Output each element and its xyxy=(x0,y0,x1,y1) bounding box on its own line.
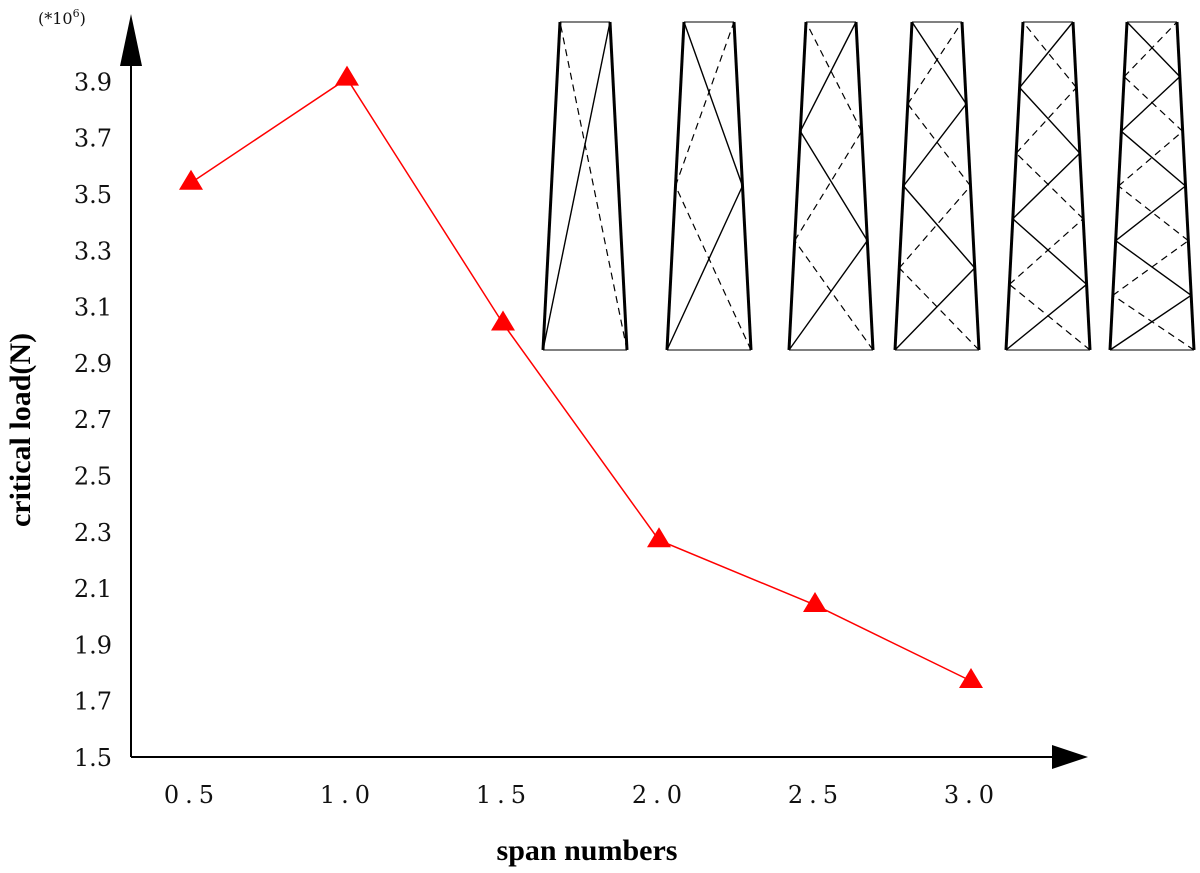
truss-brace xyxy=(1112,294,1195,351)
data-point-marker xyxy=(959,667,983,688)
truss-brace xyxy=(907,103,971,187)
truss-brace xyxy=(1022,21,1077,88)
y-axis-arrow xyxy=(120,14,142,66)
x-axis-title: span numbers xyxy=(497,834,678,867)
truss-brace xyxy=(674,185,752,351)
truss-brace xyxy=(1123,76,1184,132)
x-tick-label: 1.5 xyxy=(476,781,532,809)
truss-left-leg xyxy=(1004,21,1025,351)
truss-brace xyxy=(788,240,868,351)
truss-right-leg xyxy=(608,21,629,351)
truss-brace xyxy=(1015,152,1084,220)
truss-brace xyxy=(1112,240,1189,296)
inset-truss-diagrams xyxy=(541,21,1196,351)
data-point-marker xyxy=(491,310,515,331)
truss-brace xyxy=(805,21,863,132)
truss-left-leg xyxy=(787,21,808,351)
truss-brace xyxy=(1109,294,1192,351)
data-point-marker xyxy=(335,65,359,86)
truss-brace xyxy=(674,21,735,187)
x-tick-labels: 0.5 1.0 1.5 2.0 2.5 3.0 xyxy=(164,781,1000,809)
y-tick-label: 2.3 xyxy=(74,519,112,547)
truss-right-leg xyxy=(854,21,875,351)
y-tick-label: 3.7 xyxy=(74,125,112,153)
data-point-marker xyxy=(647,527,671,548)
x-tick-label: 0.5 xyxy=(164,781,220,809)
truss-brace xyxy=(666,185,744,351)
truss-brace xyxy=(1123,21,1178,78)
truss-brace xyxy=(1019,21,1074,89)
series-line xyxy=(190,77,972,682)
truss-brace xyxy=(794,240,874,351)
truss-brace xyxy=(898,267,980,351)
y-tick-labels: 1.5 1.7 1.9 2.1 2.3 2.5 2.7 2.9 3.1 3.3 3.5 3.7 3.9 xyxy=(74,68,112,772)
truss-diagram xyxy=(665,21,753,351)
truss-diagram xyxy=(787,21,875,351)
truss-diagram xyxy=(541,21,629,351)
truss-brace xyxy=(794,131,863,241)
truss-brace xyxy=(1120,76,1181,132)
truss-brace xyxy=(1012,152,1081,220)
y-tick-label: 3.5 xyxy=(74,181,112,209)
truss-brace xyxy=(902,103,967,187)
data-point-marker xyxy=(803,591,827,612)
truss-brace xyxy=(911,21,967,105)
y-tick-label: 1.5 xyxy=(74,744,112,772)
truss-brace xyxy=(683,21,744,187)
truss-left-leg xyxy=(541,21,562,351)
y-tick-label: 1.7 xyxy=(74,688,112,716)
axes xyxy=(120,14,1088,769)
truss-brace xyxy=(1009,283,1091,351)
truss-brace xyxy=(1005,283,1088,351)
x-tick-label: 2.0 xyxy=(632,781,688,809)
truss-brace xyxy=(898,185,971,269)
x-tick-label: 1.0 xyxy=(320,781,376,809)
truss-brace xyxy=(902,185,976,269)
x-tick-label: 2.5 xyxy=(788,781,844,809)
truss-brace xyxy=(1115,185,1186,242)
truss-brace xyxy=(1115,240,1192,296)
truss-brace xyxy=(894,267,976,351)
truss-brace xyxy=(542,21,611,351)
series-critical-load xyxy=(179,65,983,688)
data-point-marker xyxy=(179,169,203,190)
truss-brace xyxy=(1019,87,1081,154)
y-multiplier-exponent: 6 xyxy=(73,7,80,20)
truss-brace xyxy=(799,130,868,242)
y-tick-label: 2.1 xyxy=(74,575,112,603)
truss-diagram xyxy=(1108,21,1196,351)
truss-diagram xyxy=(893,21,981,351)
y-tick-label: 2.7 xyxy=(74,406,112,434)
truss-brace xyxy=(907,21,963,105)
y-tick-label: 2.5 xyxy=(74,463,112,491)
truss-brace xyxy=(1009,218,1084,285)
truss-brace xyxy=(559,21,628,351)
truss-diagram xyxy=(1004,21,1092,351)
y-axis-title: critical load(N) xyxy=(4,333,37,527)
y-tick-label: 3.1 xyxy=(74,294,112,322)
truss-brace xyxy=(799,21,857,132)
truss-brace xyxy=(1015,87,1077,154)
truss-right-leg xyxy=(1071,21,1092,351)
truss-brace xyxy=(1012,218,1088,285)
truss-brace xyxy=(1120,130,1186,187)
y-tick-label: 1.9 xyxy=(74,631,112,659)
y-multiplier-note: (*106) xyxy=(38,7,86,28)
truss-brace xyxy=(1118,130,1184,187)
y-tick-label: 2.9 xyxy=(74,350,112,378)
truss-brace xyxy=(1118,185,1189,242)
y-tick-label: 3.3 xyxy=(74,237,112,265)
truss-brace xyxy=(1126,21,1181,78)
x-axis-arrow xyxy=(1052,745,1088,769)
x-tick-label: 3.0 xyxy=(944,781,1000,809)
y-tick-label: 3.9 xyxy=(74,68,112,96)
